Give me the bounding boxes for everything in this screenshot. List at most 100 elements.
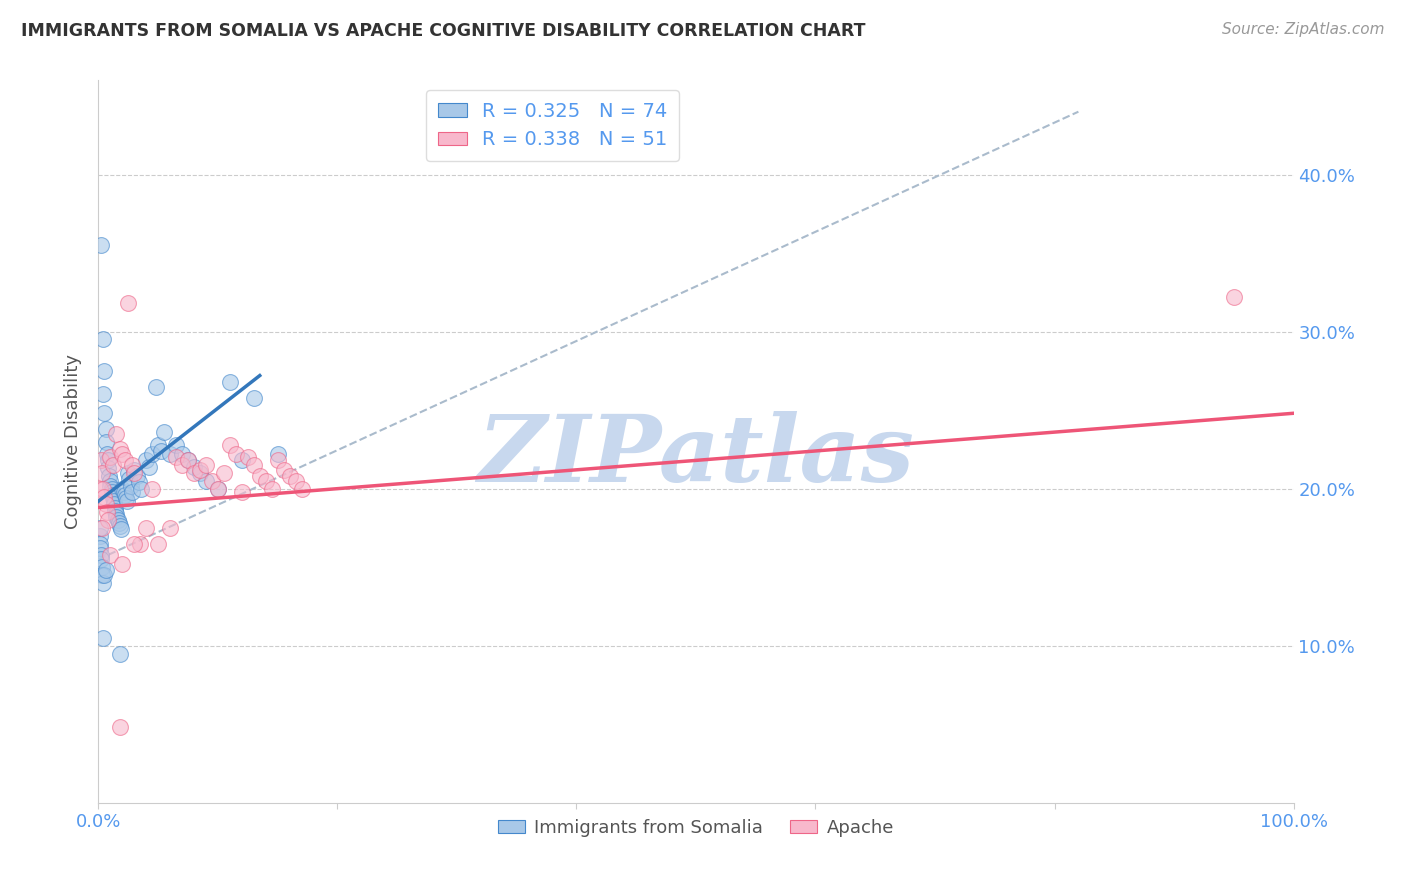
Point xyxy=(124,466,146,480)
Point xyxy=(98,450,122,465)
Point xyxy=(108,647,131,661)
Point xyxy=(97,453,120,467)
Point xyxy=(165,438,187,452)
Point xyxy=(89,536,111,550)
Point xyxy=(207,482,229,496)
Point xyxy=(93,406,115,420)
Point xyxy=(96,447,118,461)
Point xyxy=(91,482,114,496)
Point xyxy=(149,444,172,458)
Point xyxy=(105,426,128,441)
Point xyxy=(108,442,131,457)
Point xyxy=(112,484,135,499)
Point xyxy=(93,568,115,582)
Point xyxy=(124,463,146,477)
Point xyxy=(177,453,200,467)
Point xyxy=(219,438,242,452)
Point xyxy=(94,422,117,436)
Point xyxy=(98,469,121,483)
Point xyxy=(131,482,153,496)
Point xyxy=(118,472,141,486)
Point xyxy=(117,466,139,480)
Point xyxy=(114,453,136,467)
Point xyxy=(121,458,143,472)
Point xyxy=(111,557,134,571)
Point xyxy=(108,720,131,734)
Point xyxy=(107,516,129,531)
Point xyxy=(110,523,132,537)
Point xyxy=(90,548,112,562)
Point xyxy=(101,491,124,505)
Point xyxy=(148,438,170,452)
Point xyxy=(89,529,111,543)
Point xyxy=(212,466,235,480)
Point xyxy=(236,450,259,465)
Point xyxy=(97,461,120,475)
Point xyxy=(91,333,114,347)
Point xyxy=(231,484,253,499)
Point xyxy=(91,560,114,574)
Point xyxy=(284,474,307,488)
Point xyxy=(114,488,136,502)
Point xyxy=(188,463,211,477)
Point xyxy=(96,505,118,519)
Point xyxy=(115,494,138,508)
Point xyxy=(98,478,122,492)
Point xyxy=(141,482,163,496)
Point xyxy=(89,482,111,496)
Point xyxy=(153,425,176,439)
Point xyxy=(121,484,143,499)
Point xyxy=(91,466,114,480)
Point xyxy=(105,510,128,524)
Point xyxy=(103,494,125,508)
Point xyxy=(201,474,224,488)
Legend: Immigrants from Somalia, Apache: Immigrants from Somalia, Apache xyxy=(491,812,901,845)
Point xyxy=(195,474,218,488)
Point xyxy=(120,478,142,492)
Point xyxy=(101,458,124,472)
Point xyxy=(231,453,253,467)
Point xyxy=(138,459,160,474)
Point xyxy=(104,503,127,517)
Point xyxy=(172,458,194,472)
Point xyxy=(117,296,139,310)
Point xyxy=(124,536,146,550)
Point xyxy=(291,482,314,496)
Point xyxy=(141,447,163,461)
Point xyxy=(129,536,152,550)
Point xyxy=(254,474,277,488)
Point xyxy=(90,238,112,252)
Point xyxy=(195,458,218,472)
Point xyxy=(94,497,117,511)
Point xyxy=(111,447,134,461)
Point xyxy=(94,563,117,577)
Y-axis label: Cognitive Disability: Cognitive Disability xyxy=(65,354,83,529)
Point xyxy=(159,447,181,461)
Point xyxy=(278,469,301,483)
Point xyxy=(188,466,211,480)
Point xyxy=(100,484,122,499)
Point xyxy=(98,548,122,562)
Point xyxy=(89,521,111,535)
Point xyxy=(177,453,200,467)
Point xyxy=(159,521,181,535)
Point xyxy=(111,482,134,496)
Point xyxy=(145,379,167,393)
Point xyxy=(100,482,122,496)
Point xyxy=(267,447,290,461)
Point xyxy=(249,469,271,483)
Point xyxy=(148,536,170,550)
Point xyxy=(93,364,115,378)
Point xyxy=(91,521,114,535)
Point xyxy=(135,521,157,535)
Point xyxy=(135,453,157,467)
Point xyxy=(105,507,128,521)
Point xyxy=(91,575,114,590)
Point xyxy=(91,387,114,401)
Point xyxy=(91,568,114,582)
Point xyxy=(115,491,138,505)
Point xyxy=(101,488,124,502)
Point xyxy=(91,631,114,645)
Text: IMMIGRANTS FROM SOMALIA VS APACHE COGNITIVE DISABILITY CORRELATION CHART: IMMIGRANTS FROM SOMALIA VS APACHE COGNIT… xyxy=(21,22,866,40)
Point xyxy=(108,519,131,533)
